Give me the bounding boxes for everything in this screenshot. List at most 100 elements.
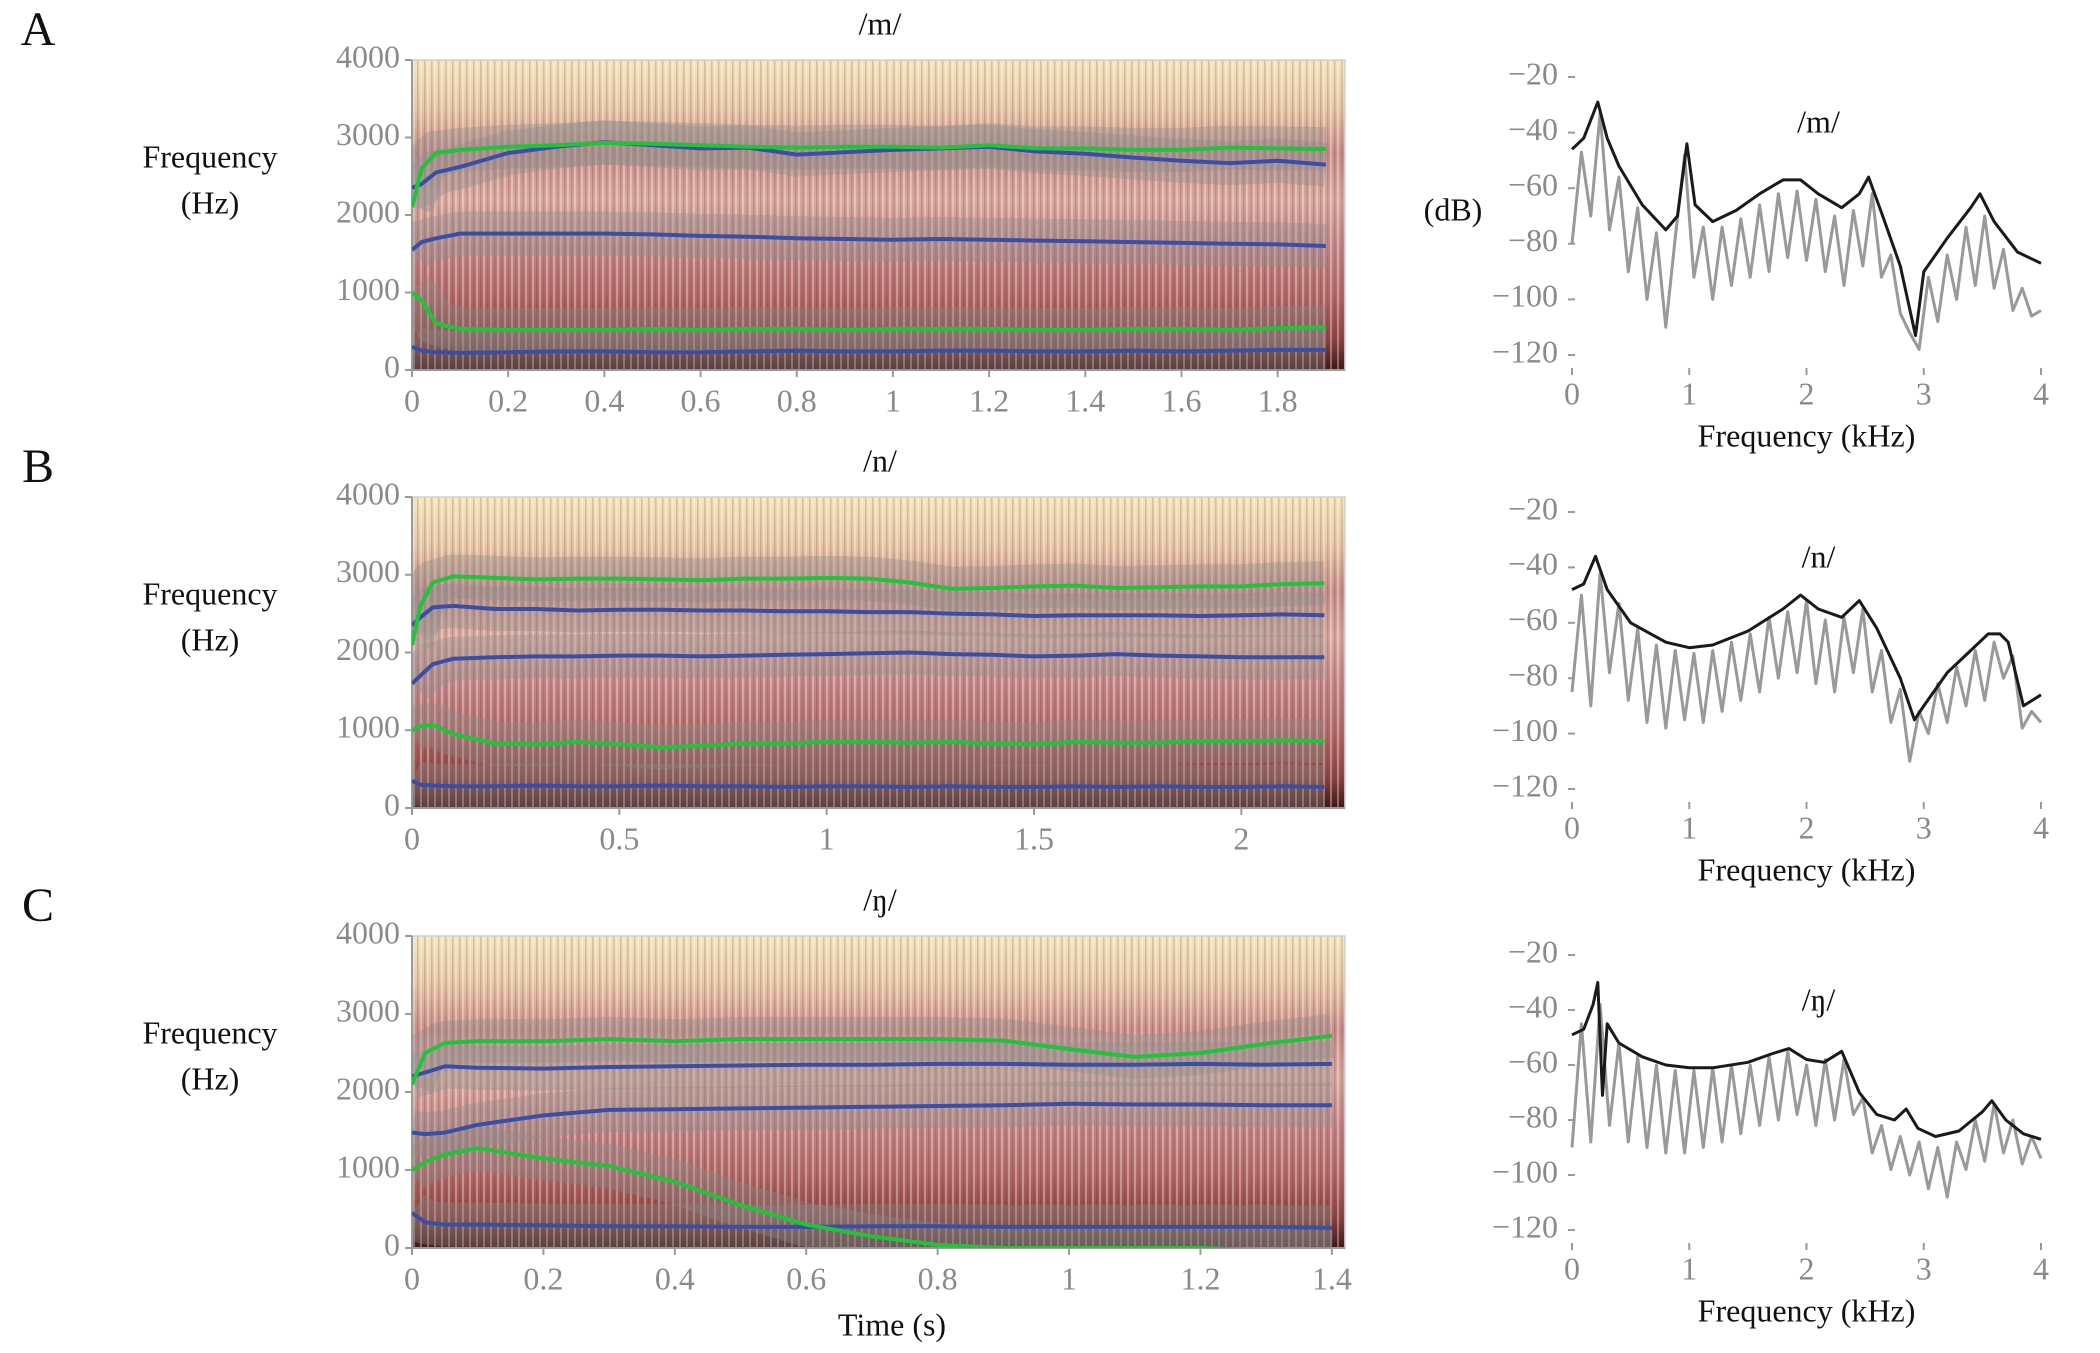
y-tick-label: 4000 — [336, 914, 400, 950]
formant-line — [412, 574, 1325, 646]
y-tick-label: −100 — [1492, 1153, 1558, 1189]
y-tick-label: −120 — [1492, 333, 1558, 369]
x-tick-label: 0.4 — [655, 1260, 695, 1296]
y-tick-label: 0 — [384, 348, 400, 384]
chart-title: /m/ — [1797, 103, 1840, 139]
formant-line — [412, 603, 1325, 627]
y-tick-label: −60 — [1508, 601, 1558, 637]
chart-title: /ŋ/ — [863, 881, 897, 917]
y-tick-label: −80 — [1508, 1098, 1558, 1134]
spectrum-line — [1570, 1003, 2043, 1199]
formant-line — [412, 1061, 1332, 1079]
spectrogram-texture — [412, 60, 1345, 370]
y-tick-label: −100 — [1492, 278, 1558, 314]
x-tick-label: 1.2 — [969, 382, 1009, 418]
y-tick-label: −20 — [1508, 490, 1558, 526]
x-tick-label: 0.8 — [918, 1260, 958, 1296]
x-tick-label: 2 — [1799, 375, 1815, 411]
x-tick-label: 2 — [1233, 820, 1249, 856]
panel-label: C — [22, 879, 54, 932]
y-axis-label: (Hz) — [181, 184, 240, 220]
x-tick-label: 1.6 — [1161, 382, 1201, 418]
chart-title: /n/ — [863, 442, 897, 478]
x-tick-label: 0 — [404, 382, 420, 418]
formant-line — [412, 778, 1325, 789]
formant-tracks — [412, 554, 1325, 808]
x-axis-label: Time (s) — [838, 1306, 946, 1342]
y-tick-label: 2000 — [336, 631, 400, 667]
formant-line — [412, 231, 1326, 252]
y-tick-label: 3000 — [336, 116, 400, 152]
y-tick-label: 2000 — [336, 1070, 400, 1106]
y-axis-label: (Hz) — [181, 621, 240, 657]
x-tick-label: 0 — [1564, 375, 1580, 411]
x-axis-label: Frequency (kHz) — [1698, 1292, 1916, 1328]
spectrogram-texture — [412, 936, 1345, 1248]
formant-tracks — [412, 120, 1328, 370]
x-tick-label: 0 — [404, 1260, 420, 1296]
x-tick-label: 1 — [1681, 375, 1697, 411]
y-tick-label: 1000 — [336, 709, 400, 745]
y-tick-label: −40 — [1508, 546, 1558, 582]
y-tick-label: 3000 — [336, 992, 400, 1028]
x-tick-label: 0.6 — [681, 382, 721, 418]
y-tick-label: 0 — [384, 786, 400, 822]
x-tick-label: 1.5 — [1014, 820, 1054, 856]
x-tick-label: 0.2 — [523, 1260, 563, 1296]
y-tick-label: −120 — [1492, 767, 1558, 803]
x-tick-label: 1 — [1061, 1260, 1077, 1296]
y-tick-label: −60 — [1508, 1043, 1558, 1079]
x-tick-label: 1 — [1681, 1250, 1697, 1286]
x-tick-label: 0.8 — [777, 382, 817, 418]
chart-title: /ŋ/ — [1802, 981, 1836, 1017]
x-tick-label: 1.8 — [1258, 382, 1298, 418]
x-tick-label: 0.4 — [584, 382, 624, 418]
x-tick-label: 2 — [1799, 809, 1815, 845]
formant-line — [412, 1033, 1333, 1085]
x-tick-label: 1.4 — [1312, 1260, 1352, 1296]
formant-line — [412, 1146, 1258, 1248]
y-tick-label: 2000 — [336, 193, 400, 229]
x-tick-label: 1 — [819, 820, 835, 856]
formant-line — [412, 1211, 1332, 1230]
x-tick-label: 3 — [1916, 809, 1932, 845]
y-axis-label: Frequency — [142, 1014, 277, 1050]
x-tick-label: 4 — [2033, 1250, 2049, 1286]
y-tick-label: 0 — [384, 1226, 400, 1262]
spectrum-line — [1571, 981, 2042, 1141]
x-tick-label: 0.2 — [488, 382, 528, 418]
y-tick-label: −80 — [1508, 657, 1558, 693]
chart-title: /n/ — [1802, 538, 1836, 574]
y-tick-label: 4000 — [336, 38, 400, 74]
x-tick-label: 1.2 — [1180, 1260, 1220, 1296]
x-tick-label: 3 — [1916, 375, 1932, 411]
panel-label: B — [22, 440, 54, 493]
x-tick-label: 1 — [1681, 809, 1697, 845]
x-axis-label: Frequency (kHz) — [1698, 417, 1916, 453]
y-axis-label: (dB) — [1424, 191, 1483, 227]
y-axis-label: (Hz) — [181, 1060, 240, 1096]
y-tick-label: 3000 — [336, 553, 400, 589]
y-tick-label: −60 — [1508, 167, 1558, 203]
formant-line — [412, 1101, 1332, 1137]
spectrum-line — [1571, 554, 2042, 722]
y-tick-label: −20 — [1508, 933, 1558, 969]
spectrum-line — [1570, 111, 2042, 351]
x-tick-label: 0 — [1564, 809, 1580, 845]
y-tick-label: −40 — [1508, 111, 1558, 147]
y-axis-label: Frequency — [142, 575, 277, 611]
x-tick-label: 1 — [885, 382, 901, 418]
x-tick-label: 0 — [404, 820, 420, 856]
y-tick-label: −20 — [1508, 55, 1558, 91]
x-tick-label: 1.4 — [1065, 382, 1105, 418]
x-tick-label: 0 — [1564, 1250, 1580, 1286]
panel-label: A — [21, 3, 56, 56]
x-tick-label: 3 — [1916, 1250, 1932, 1286]
formant-line — [412, 140, 1326, 190]
formant-line — [412, 344, 1326, 355]
x-tick-label: 4 — [2033, 809, 2049, 845]
y-tick-label: −80 — [1508, 222, 1558, 258]
formant-line — [412, 290, 1326, 332]
